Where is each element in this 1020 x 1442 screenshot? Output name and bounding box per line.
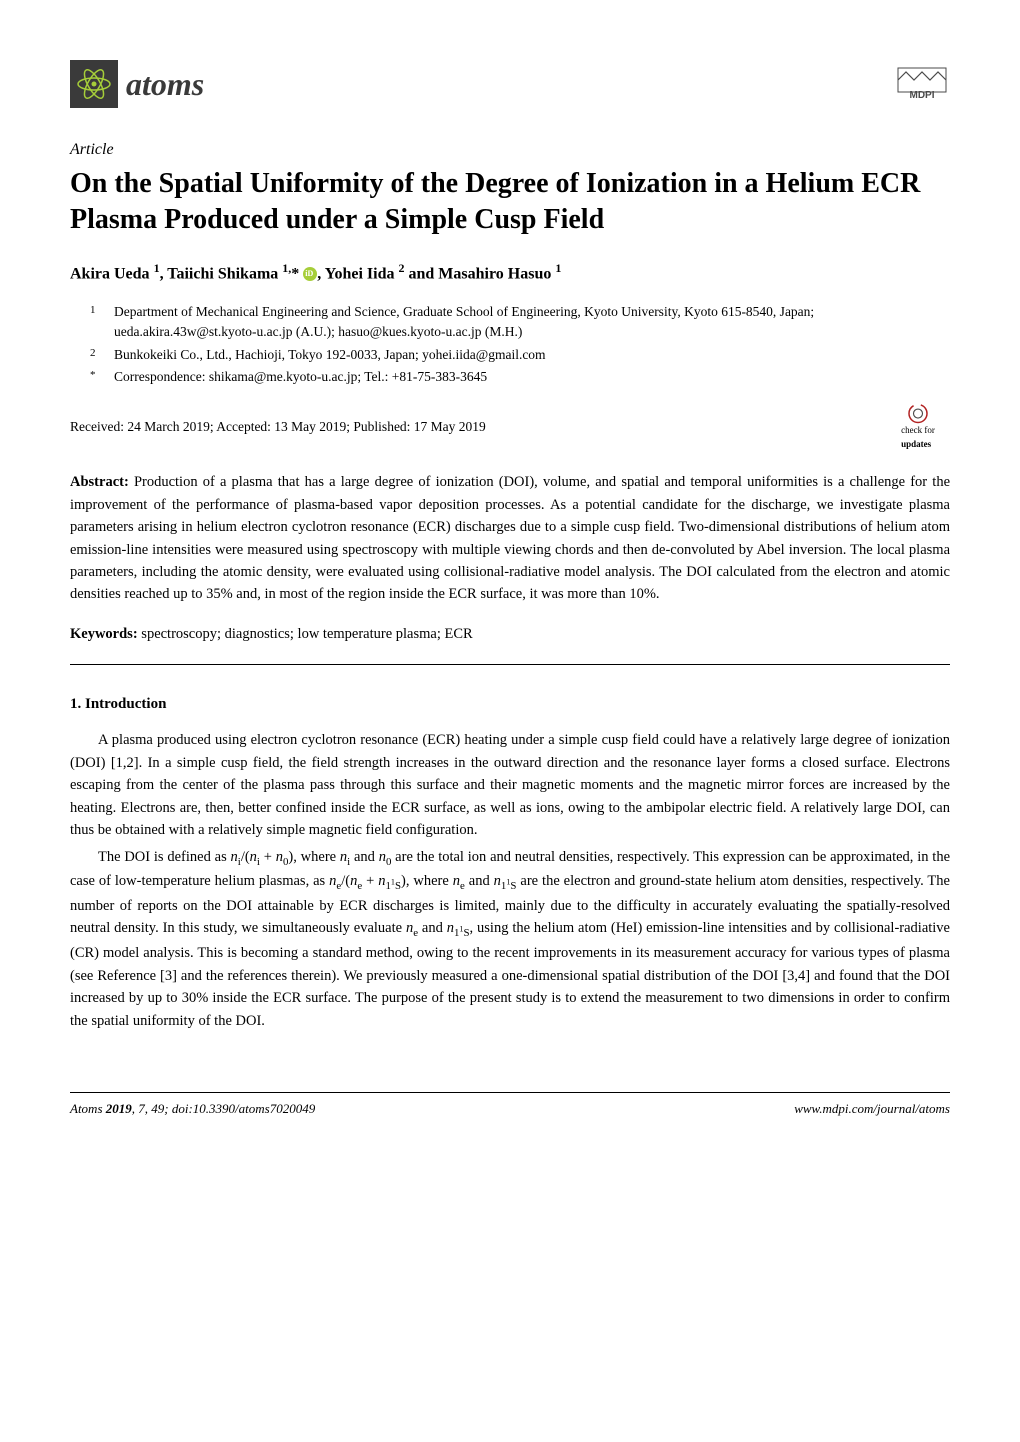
publisher-logo: MDPI — [894, 60, 950, 108]
check-updates-icon — [904, 403, 932, 424]
keywords-label: Keywords: — [70, 626, 138, 642]
check-for-updates-badge[interactable]: check forupdates — [886, 403, 950, 451]
footer-url: www.mdpi.com/journal/atoms — [794, 1099, 950, 1119]
abstract-text: Production of a plasma that has a large … — [70, 474, 950, 602]
atoms-logo-badge — [70, 60, 118, 108]
affiliation-row: 2 Bunkokeiki Co., Ltd., Hachioji, Tokyo … — [90, 345, 950, 365]
mdpi-icon: MDPI — [894, 60, 950, 100]
affil-number: 2 — [90, 345, 102, 365]
keywords-text: spectroscopy; diagnostics; low temperatu… — [138, 626, 473, 642]
affil-text: Bunkokeiki Co., Ltd., Hachioji, Tokyo 19… — [114, 345, 546, 365]
affiliations-block: 1 Department of Mechanical Engineering a… — [70, 302, 950, 387]
affil-text: Correspondence: shikama@me.kyoto-u.ac.jp… — [114, 367, 487, 387]
atom-icon — [74, 64, 114, 104]
header-row: atoms MDPI — [70, 60, 950, 108]
article-title: On the Spatial Uniformity of the Degree … — [70, 166, 950, 239]
section-1-heading: 1. Introduction — [70, 693, 950, 716]
check-updates-label: check forupdates — [901, 424, 935, 451]
dates-row: Received: 24 March 2019; Accepted: 13 Ma… — [70, 403, 950, 451]
section-divider — [70, 664, 950, 665]
article-type-label: Article — [70, 138, 950, 162]
page-footer: Atoms 2019, 7, 49; doi:10.3390/atoms7020… — [70, 1092, 950, 1119]
svg-text:MDPI: MDPI — [910, 90, 935, 100]
affiliation-row: * Correspondence: shikama@me.kyoto-u.ac.… — [90, 367, 950, 387]
journal-name: atoms — [126, 60, 204, 108]
affil-number: * — [90, 367, 102, 387]
abstract-label: Abstract: — [70, 474, 129, 490]
abstract-block: Abstract: Production of a plasma that ha… — [70, 471, 950, 606]
received-accepted-published: Received: 24 March 2019; Accepted: 13 Ma… — [70, 417, 486, 437]
affiliation-row: 1 Department of Mechanical Engineering a… — [90, 302, 950, 343]
affil-text: Department of Mechanical Engineering and… — [114, 302, 950, 343]
affil-number: 1 — [90, 302, 102, 343]
intro-paragraph-1: A plasma produced using electron cyclotr… — [70, 729, 950, 841]
footer-citation: Atoms 2019, 7, 49; doi:10.3390/atoms7020… — [70, 1099, 315, 1119]
authors-line: Akira Ueda 1, Taiichi Shikama 1,* , Yohe… — [70, 259, 950, 286]
keywords-block: Keywords: spectroscopy; diagnostics; low… — [70, 624, 950, 646]
journal-logo: atoms — [70, 60, 204, 108]
intro-paragraph-2: The DOI is defined as ni/(ni + n0), wher… — [70, 846, 950, 1033]
